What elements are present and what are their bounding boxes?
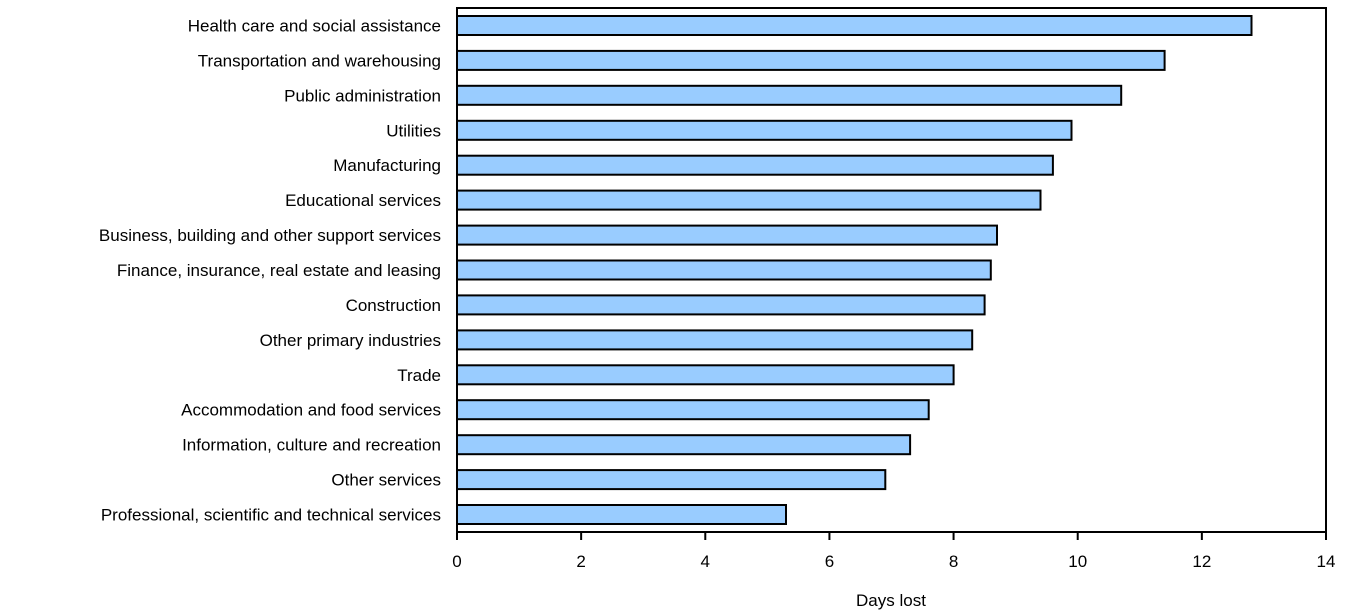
bar: [456, 399, 930, 421]
x-tick-label: 14: [1317, 552, 1336, 571]
bar: [456, 259, 992, 281]
bar: [456, 294, 986, 316]
x-tick-label: 4: [701, 552, 710, 571]
bar: [456, 154, 1054, 176]
bar: [456, 189, 1042, 211]
bar: [456, 119, 1073, 141]
bar: [456, 504, 787, 525]
category-labels: Health care and social assistance Transpo…: [99, 17, 441, 525]
category-label: Accommodation and food services: [181, 401, 441, 420]
x-tick-label: 8: [949, 552, 958, 571]
bars-group: [456, 15, 1253, 525]
category-label: Information, culture and recreation: [182, 436, 441, 455]
category-label: Construction: [346, 296, 441, 315]
x-tick-label: 2: [576, 552, 585, 571]
bar: [456, 84, 1123, 106]
category-label: Professional, scientific and technical s…: [101, 506, 441, 525]
category-label: Transportation and warehousing: [198, 51, 441, 70]
category-label: Business, building and other support ser…: [99, 226, 441, 245]
x-tick-label: 6: [825, 552, 834, 571]
category-label: Public administration: [284, 86, 441, 105]
category-label: Educational services: [285, 191, 441, 210]
category-label: Other services: [331, 471, 441, 490]
x-axis-title: Days lost: [856, 591, 926, 610]
x-axis-ticks: 0 2 4 6 8 10 12 14: [452, 532, 1335, 571]
x-tick-label: 0: [452, 552, 461, 571]
category-label: Manufacturing: [333, 156, 441, 175]
bar: [456, 224, 998, 246]
bar: [456, 49, 1166, 71]
category-label: Finance, insurance, real estate and leas…: [117, 261, 441, 280]
x-tick-label: 10: [1068, 552, 1087, 571]
x-tick-label: 12: [1192, 552, 1211, 571]
bar: [456, 329, 974, 351]
bar: [456, 469, 887, 491]
category-label: Other primary industries: [260, 331, 441, 350]
category-label: Trade: [397, 366, 441, 385]
bar: [456, 15, 1253, 36]
category-label: Health care and social assistance: [188, 17, 441, 36]
bar: [456, 364, 955, 386]
bar: [456, 434, 912, 456]
category-label: Utilities: [386, 121, 441, 140]
